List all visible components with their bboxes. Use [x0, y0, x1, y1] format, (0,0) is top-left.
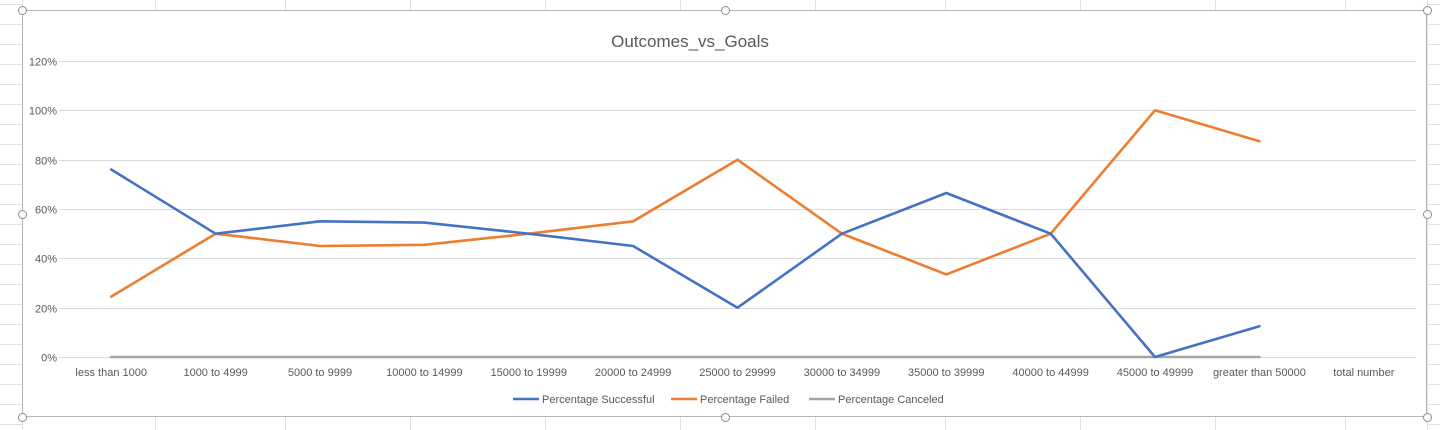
resize-handle-top-right[interactable]: [1422, 5, 1432, 15]
resize-handle-bottom-right[interactable]: [1422, 412, 1432, 422]
x-tick-label: 25000 to 29999: [699, 367, 775, 379]
y-axis-ticks: 0% 20% 40% 60% 80% 100% 120%: [29, 57, 57, 365]
resize-handle-left[interactable]: [17, 209, 27, 219]
x-tick-label: 30000 to 34999: [804, 367, 880, 379]
x-tick-label: 5000 to 9999: [288, 367, 352, 379]
y-tick-label: 120%: [29, 57, 57, 69]
resize-handle-bottom-left[interactable]: [17, 412, 27, 422]
y-tick-label: 100%: [29, 106, 57, 118]
x-tick-label: 40000 to 44999: [1012, 367, 1088, 379]
line-chart: Outcomes_vs_Goals 0% 20% 40% 60% 80% 100% 120%…: [29, 32, 1416, 406]
x-tick-label: 20000 to 24999: [595, 367, 671, 379]
y-tick-label: 40%: [35, 254, 57, 266]
chart-area[interactable]: Outcomes_vs_Goals 0% 20% 40% 60% 80% 100% 120%…: [22, 10, 1427, 417]
series-lines: [109, 109, 1261, 359]
x-tick-label: 45000 to 49999: [1117, 367, 1193, 379]
legend-label: Percentage Failed: [700, 394, 789, 406]
resize-handle-top-left[interactable]: [17, 5, 27, 15]
x-tick-label: 15000 to 19999: [490, 367, 566, 379]
gridlines: [59, 61, 1416, 358]
x-tick-label: 1000 to 4999: [183, 367, 247, 379]
series-line-percentage-failed: [109, 109, 1261, 298]
resize-handle-bottom[interactable]: [720, 412, 730, 422]
resize-handle-right[interactable]: [1422, 209, 1432, 219]
y-tick-label: 60%: [35, 205, 57, 217]
y-tick-label: 80%: [35, 156, 57, 168]
x-tick-label: less than 1000: [75, 367, 147, 379]
x-tick-label: 35000 to 39999: [908, 367, 984, 379]
y-tick-label: 20%: [35, 304, 57, 316]
x-tick-label: 10000 to 14999: [386, 367, 462, 379]
legend-label: Percentage Canceled: [838, 394, 944, 406]
legend: Percentage Successful Percentage Failed Pe…: [513, 394, 944, 406]
x-tick-label: total number: [1333, 367, 1394, 379]
y-tick-label: 0%: [41, 353, 57, 365]
legend-label: Percentage Successful: [542, 394, 655, 406]
series-line-percentage-successful: [109, 168, 1261, 359]
x-tick-label: greater than 50000: [1213, 367, 1306, 379]
x-axis-ticks: less than 1000 1000 to 4999 5000 to 9999 10…: [75, 367, 1394, 379]
chart-title: Outcomes_vs_Goals: [611, 32, 769, 51]
resize-handle-top[interactable]: [720, 5, 730, 15]
